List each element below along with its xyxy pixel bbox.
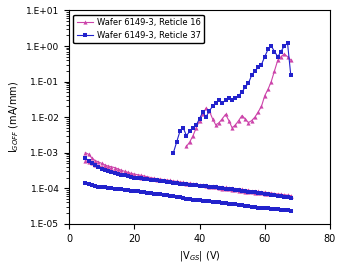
Wafer 6149-3, Reticle 16	[217, 187, 221, 190]
Wafer 6149-3, Reticle 16	[185, 181, 189, 185]
Wafer 6149-3, Reticle 37	[185, 183, 189, 186]
Wafer 6149-3, Reticle 16	[168, 179, 172, 182]
Legend: Wafer 6149-3, Reticle 16, Wafer 6149-3, Reticle 37: Wafer 6149-3, Reticle 16, Wafer 6149-3, …	[73, 15, 204, 43]
Wafer 6149-3, Reticle 37	[198, 184, 202, 187]
Wafer 6149-3, Reticle 37	[83, 157, 87, 160]
Wafer 6149-3, Reticle 16	[214, 186, 218, 189]
Wafer 6149-3, Reticle 37	[217, 186, 221, 190]
Y-axis label: I$_{GOFF}$ (mA/mm): I$_{GOFF}$ (mA/mm)	[7, 81, 21, 153]
Wafer 6149-3, Reticle 37	[214, 186, 218, 189]
Wafer 6149-3, Reticle 37	[289, 196, 293, 199]
Line: Wafer 6149-3, Reticle 16: Wafer 6149-3, Reticle 16	[83, 151, 293, 198]
Wafer 6149-3, Reticle 16	[83, 151, 87, 154]
Wafer 6149-3, Reticle 16	[289, 194, 293, 197]
Wafer 6149-3, Reticle 37	[109, 171, 114, 174]
Line: Wafer 6149-3, Reticle 37: Wafer 6149-3, Reticle 37	[83, 156, 293, 200]
X-axis label: |V$_{GS}$| (V): |V$_{GS}$| (V)	[179, 249, 221, 263]
Wafer 6149-3, Reticle 37	[168, 181, 172, 184]
Wafer 6149-3, Reticle 16	[109, 165, 114, 168]
Wafer 6149-3, Reticle 16	[198, 183, 202, 186]
